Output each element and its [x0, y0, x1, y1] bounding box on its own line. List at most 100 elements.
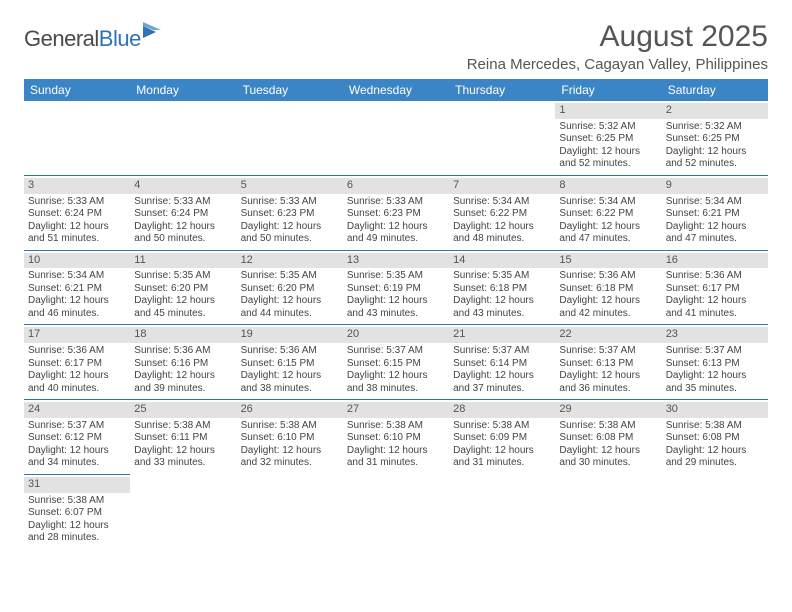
- weekday-header: Sunday: [24, 79, 130, 101]
- month-title: August 2025: [467, 20, 768, 54]
- calendar-day-cell: 25Sunrise: 5:38 AMSunset: 6:11 PMDayligh…: [130, 400, 236, 475]
- day-day2: and 52 minutes.: [559, 158, 657, 171]
- day-sunset: Sunset: 6:23 PM: [241, 208, 339, 221]
- day-sunrise: Sunrise: 5:33 AM: [134, 196, 232, 209]
- day-day2: and 36 minutes.: [559, 383, 657, 396]
- day-day2: and 37 minutes.: [453, 383, 551, 396]
- day-day1: Daylight: 12 hours: [134, 370, 232, 383]
- day-number: 30: [662, 402, 768, 418]
- day-day1: Daylight: 12 hours: [666, 370, 764, 383]
- day-day2: and 46 minutes.: [28, 308, 126, 321]
- day-sunset: Sunset: 6:25 PM: [559, 133, 657, 146]
- calendar-day-cell: 5Sunrise: 5:33 AMSunset: 6:23 PMDaylight…: [237, 175, 343, 250]
- day-number: 22: [555, 327, 661, 343]
- location: Reina Mercedes, Cagayan Valley, Philippi…: [467, 56, 768, 73]
- day-sunrise: Sunrise: 5:34 AM: [666, 196, 764, 209]
- day-sunset: Sunset: 6:13 PM: [666, 358, 764, 371]
- day-number: 12: [237, 253, 343, 269]
- day-number: 6: [343, 178, 449, 194]
- day-sunset: Sunset: 6:20 PM: [241, 283, 339, 296]
- day-day1: Daylight: 12 hours: [453, 445, 551, 458]
- calendar-week-row: 31 Sunrise: 5:38 AMSunset: 6:07 PMDayligh…: [24, 474, 768, 548]
- calendar-day-cell: [237, 474, 343, 548]
- day-sunset: Sunset: 6:16 PM: [134, 358, 232, 371]
- day-day1: Daylight: 12 hours: [134, 445, 232, 458]
- logo-text-general: General: [24, 26, 99, 52]
- day-day1: Daylight: 12 hours: [347, 445, 445, 458]
- logo: General Blue: [24, 26, 169, 52]
- day-day1: Daylight: 12 hours: [241, 370, 339, 383]
- calendar-day-cell: 3Sunrise: 5:33 AMSunset: 6:24 PMDaylight…: [24, 175, 130, 250]
- day-number: 31: [24, 477, 130, 493]
- day-sunset: Sunset: 6:08 PM: [559, 432, 657, 445]
- day-day1: Daylight: 12 hours: [666, 445, 764, 458]
- day-sunset: Sunset: 6:07 PM: [28, 507, 126, 520]
- day-sunrise: Sunrise: 5:34 AM: [559, 196, 657, 209]
- calendar-day-cell: 30Sunrise: 5:38 AMSunset: 6:08 PMDayligh…: [662, 400, 768, 475]
- day-day2: and 32 minutes.: [241, 457, 339, 470]
- day-day2: and 28 minutes.: [28, 532, 126, 545]
- day-sunrise: Sunrise: 5:33 AM: [28, 196, 126, 209]
- day-sunrise: Sunrise: 5:38 AM: [453, 420, 551, 433]
- calendar-day-cell: 26Sunrise: 5:38 AMSunset: 6:10 PMDayligh…: [237, 400, 343, 475]
- day-day1: Daylight: 12 hours: [28, 221, 126, 234]
- day-sunset: Sunset: 6:10 PM: [347, 432, 445, 445]
- day-number: 15: [555, 253, 661, 269]
- calendar-day-cell: 23Sunrise: 5:37 AMSunset: 6:13 PMDayligh…: [662, 325, 768, 400]
- header: General Blue August 2025 Reina Mercedes,…: [24, 20, 768, 73]
- day-sunrise: Sunrise: 5:38 AM: [241, 420, 339, 433]
- day-sunrise: Sunrise: 5:37 AM: [453, 345, 551, 358]
- day-number: 16: [662, 253, 768, 269]
- day-number: 28: [449, 402, 555, 418]
- day-number: 14: [449, 253, 555, 269]
- day-day2: and 48 minutes.: [453, 233, 551, 246]
- day-number: 8: [555, 178, 661, 194]
- day-sunrise: Sunrise: 5:35 AM: [347, 270, 445, 283]
- day-sunset: Sunset: 6:14 PM: [453, 358, 551, 371]
- calendar-day-cell: 7Sunrise: 5:34 AMSunset: 6:22 PMDaylight…: [449, 175, 555, 250]
- day-day1: Daylight: 12 hours: [666, 146, 764, 159]
- weekday-header: Wednesday: [343, 79, 449, 101]
- calendar-day-cell: 11Sunrise: 5:35 AMSunset: 6:20 PMDayligh…: [130, 250, 236, 325]
- day-day2: and 50 minutes.: [134, 233, 232, 246]
- day-sunrise: Sunrise: 5:36 AM: [559, 270, 657, 283]
- weekday-header-row: Sunday Monday Tuesday Wednesday Thursday…: [24, 79, 768, 101]
- day-sunrise: Sunrise: 5:37 AM: [666, 345, 764, 358]
- calendar-day-cell: 10Sunrise: 5:34 AMSunset: 6:21 PMDayligh…: [24, 250, 130, 325]
- day-sunset: Sunset: 6:25 PM: [666, 133, 764, 146]
- day-sunset: Sunset: 6:15 PM: [347, 358, 445, 371]
- calendar-day-cell: 18 Sunrise: 5:36 AMSunset: 6:16 PMDayligh…: [130, 325, 236, 400]
- day-day1: Daylight: 12 hours: [28, 520, 126, 533]
- day-sunset: Sunset: 6:15 PM: [241, 358, 339, 371]
- day-day2: and 34 minutes.: [28, 457, 126, 470]
- calendar-day-cell: [130, 474, 236, 548]
- day-sunrise: Sunrise: 5:36 AM: [134, 345, 232, 358]
- day-day1: Daylight: 12 hours: [666, 221, 764, 234]
- day-number: 18: [130, 327, 236, 343]
- day-sunset: Sunset: 6:12 PM: [28, 432, 126, 445]
- day-day2: and 33 minutes.: [134, 457, 232, 470]
- day-day2: and 41 minutes.: [666, 308, 764, 321]
- day-sunset: Sunset: 6:17 PM: [666, 283, 764, 296]
- day-number: 27: [343, 402, 449, 418]
- day-day1: Daylight: 12 hours: [241, 445, 339, 458]
- day-sunrise: Sunrise: 5:38 AM: [134, 420, 232, 433]
- day-day1: Daylight: 12 hours: [134, 221, 232, 234]
- day-day2: and 38 minutes.: [241, 383, 339, 396]
- day-number: 17: [24, 327, 130, 343]
- calendar-day-cell: [449, 474, 555, 548]
- day-sunrise: Sunrise: 5:38 AM: [28, 495, 126, 508]
- day-day2: and 47 minutes.: [559, 233, 657, 246]
- day-sunrise: Sunrise: 5:36 AM: [666, 270, 764, 283]
- calendar-table: Sunday Monday Tuesday Wednesday Thursday…: [24, 79, 768, 549]
- day-sunrise: Sunrise: 5:38 AM: [666, 420, 764, 433]
- calendar-day-cell: 16Sunrise: 5:36 AMSunset: 6:17 PMDayligh…: [662, 250, 768, 325]
- day-sunset: Sunset: 6:09 PM: [453, 432, 551, 445]
- day-day1: Daylight: 12 hours: [453, 221, 551, 234]
- day-number: 4: [130, 178, 236, 194]
- day-sunset: Sunset: 6:21 PM: [28, 283, 126, 296]
- day-day2: and 39 minutes.: [134, 383, 232, 396]
- day-sunrise: Sunrise: 5:35 AM: [453, 270, 551, 283]
- day-day2: and 52 minutes.: [666, 158, 764, 171]
- day-sunset: Sunset: 6:22 PM: [453, 208, 551, 221]
